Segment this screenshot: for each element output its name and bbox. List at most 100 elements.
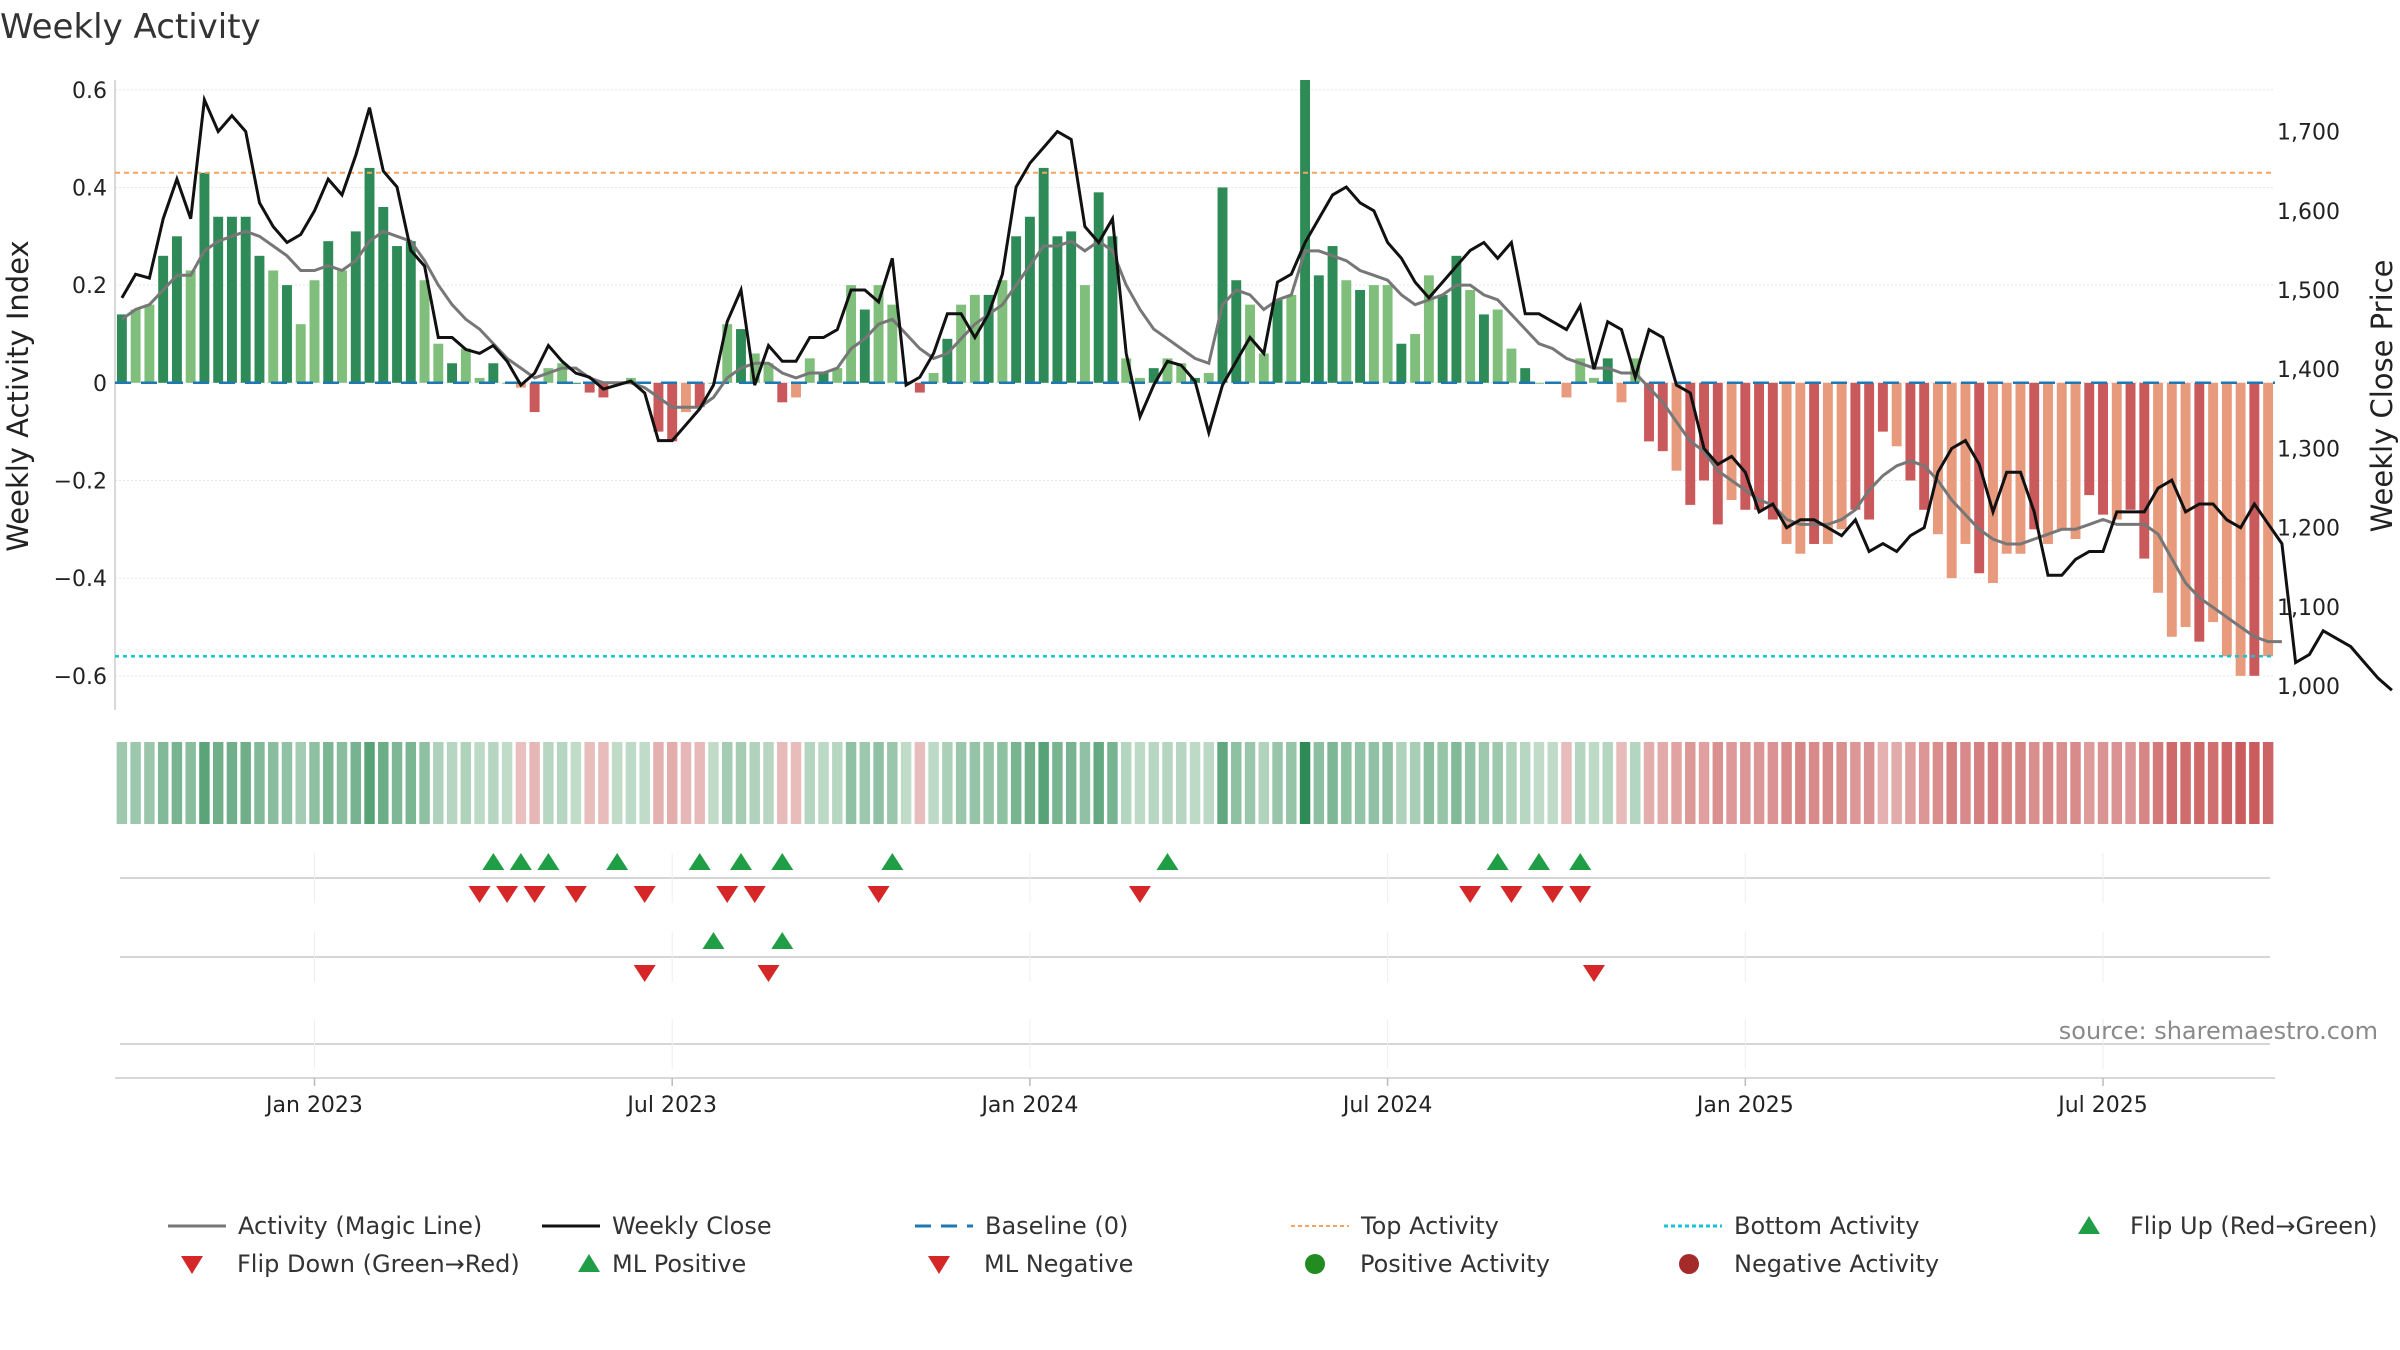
y2-tick-label: 1,600 [2277,200,2340,225]
heat-cell [199,742,210,824]
activity-bar [1437,294,1448,383]
activity-bar [1217,187,1228,383]
heat-cell [281,742,293,824]
flip-up-marker [1569,853,1592,870]
legend-swatch [928,1256,950,1274]
activity-bar [1644,382,1654,442]
activity-bar [887,304,898,383]
legend-item: Top Activity [1291,1212,1499,1240]
heat-cell [336,742,348,824]
heat-cell [1671,742,1682,824]
heat-cell [887,742,898,824]
heat-cell [2015,742,2026,824]
heat-cell [1836,742,1847,824]
heat-cell [433,742,444,824]
activity-bar [777,382,788,403]
heat-cell [2111,742,2123,824]
heat-cell [267,742,279,824]
heat-cell [2249,742,2260,824]
legend-label: Baseline (0) [985,1212,1128,1240]
heat-cell [1973,742,1985,824]
activity-bar [337,270,347,383]
heat-cell [1134,742,1146,824]
activity-bar [2208,382,2219,623]
heat-cell [873,742,884,824]
heat-cell [350,742,361,824]
heat-cell [130,742,141,824]
heat-cell [598,742,609,824]
activity-bar [185,270,196,383]
legend: Activity (Magic Line) Weekly Close Baselin… [168,1212,2378,1278]
heat-cell [680,742,692,824]
heat-cell [378,742,389,824]
activity-bar [2098,382,2108,515]
heat-cell [1189,742,1201,824]
heat-cell [1107,742,1118,824]
heat-cell [832,742,843,824]
legend-item: Activity (Magic Line) [168,1212,482,1240]
activity-bar [130,309,141,383]
activity-bar [804,358,815,383]
legend-label: ML Positive [612,1250,746,1278]
activity-bar [268,270,279,383]
activity-bar [1946,382,1957,579]
legend-item: Weekly Close [542,1212,772,1240]
activity-bar [1107,236,1118,383]
activity-bar [364,167,375,383]
activity-bar [488,363,499,383]
activity-bar [1919,382,1930,510]
y2-tick-label: 1,500 [2277,279,2340,304]
flip-up-marker [881,853,904,870]
activity-bar [1795,382,1806,554]
heat-cell [1176,742,1187,824]
heat-cell [460,742,472,824]
x-tick-label: Jul 2024 [1341,1093,1433,1118]
activity-bar [1974,382,1985,574]
heat-cell [1602,742,1613,824]
activity-bar [956,304,967,383]
activity-heat-strip [116,742,2274,824]
activity-bar [2015,382,2026,554]
heat-cell [212,742,224,824]
activity-bar [2249,382,2260,676]
heat-cell [254,742,265,824]
heat-cell [1932,742,1944,824]
heat-cell [309,742,320,824]
activity-bar [529,382,540,413]
flip-up-marker [537,853,560,870]
activity-bar [158,255,169,383]
activity-bar [763,363,774,383]
heat-cell [2180,742,2191,824]
activity-bar [419,280,430,383]
heat-cell [1506,742,1517,824]
activity-bar [1891,382,1902,447]
heat-cell [1616,742,1627,824]
activity-bars [116,80,2274,676]
x-axis-ticks: Jan 2023 Jul 2023 Jan 2024 Jul 2024 Jan 2025… [264,1078,2148,1118]
activity-bar [694,382,705,408]
y-tick-label: −0.4 [54,567,107,592]
y2-tick-label: 1,200 [2277,517,2340,542]
legend-swatch [578,1254,600,1272]
activity-bar [1932,382,1943,535]
activity-bar [736,329,746,383]
heat-cell [2084,742,2095,824]
flip-up-marker [482,853,505,870]
activity-bar [1767,382,1778,520]
heat-cell [1093,742,1104,824]
heat-cell [226,742,238,824]
heat-cell [529,742,540,824]
heat-cell [1162,742,1173,824]
heat-cell [543,742,554,824]
activity-bar [1575,358,1586,383]
activity-bar [116,314,127,383]
heat-cell [983,742,994,824]
y2-axis-label: Weekly Close Price [2365,260,2399,533]
heat-cell [1120,742,1132,824]
activity-bar [2263,382,2274,657]
heat-cell [2070,742,2081,824]
heat-cell [570,742,582,824]
series-lines [120,94,2393,692]
heat-cell [625,742,637,824]
heat-cell [1368,742,1380,824]
